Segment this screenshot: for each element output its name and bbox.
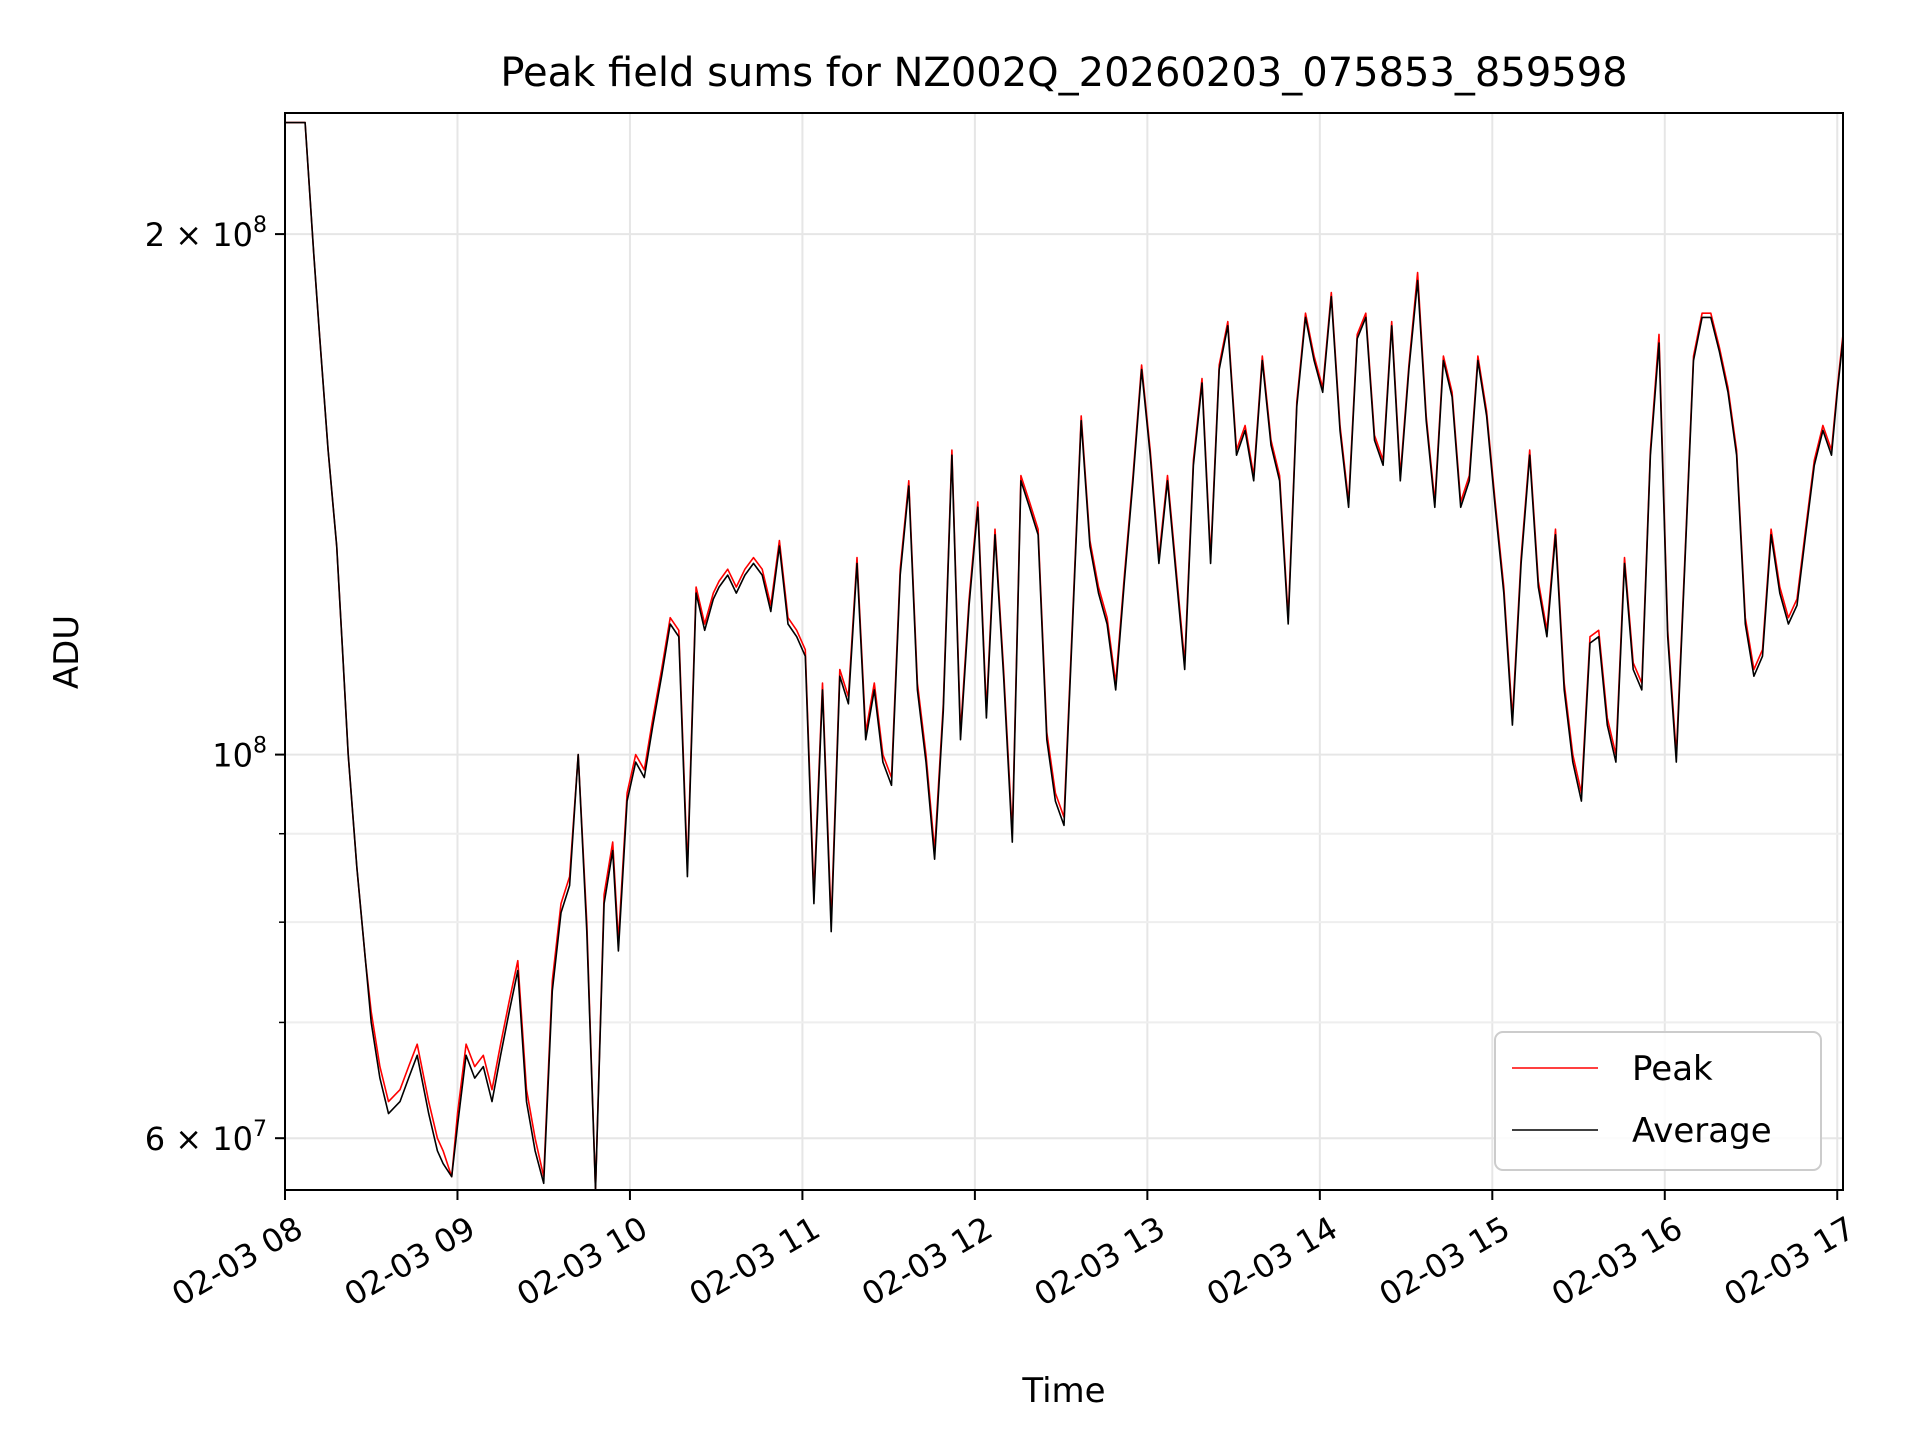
legend-label-average: Average [1632, 1111, 1772, 1151]
x-axis-title: Time [1021, 1371, 1105, 1411]
plot-frame [284, 112, 1844, 1191]
y-tick-label: 2 × 108 [145, 213, 267, 254]
legend-label-peak: Peak [1632, 1049, 1713, 1089]
y-tick-label: 6 × 107 [145, 1117, 267, 1158]
series-line-average [285, 121, 1843, 1190]
y-tick-label: 108 [212, 734, 267, 775]
chart-title: Peak field sums for NZ002Q_20260203_0758… [500, 50, 1627, 96]
series-lines [285, 121, 1843, 1190]
legend: Peak Average [1494, 1031, 1822, 1171]
y-axis-title: ADU [47, 615, 87, 689]
y-axis: 6 × 107 108 2 × 108 [145, 213, 285, 1158]
legend-box [1494, 1031, 1822, 1171]
